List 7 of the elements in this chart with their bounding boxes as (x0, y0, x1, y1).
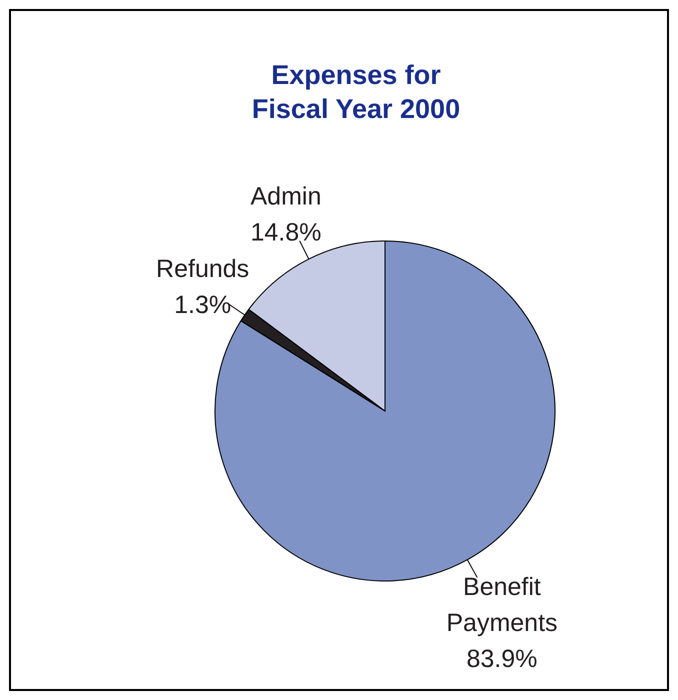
data-label: 83.9% (466, 645, 538, 674)
slice-label: Refunds (156, 255, 250, 284)
slice-label: Benefit Payments (446, 573, 558, 638)
data-label: 1.3% (174, 291, 232, 320)
data-label: 14.8% (250, 218, 322, 246)
chart-title: Expenses for Fiscal Year 2000 (252, 60, 460, 124)
slice-label: Admin (250, 182, 322, 210)
